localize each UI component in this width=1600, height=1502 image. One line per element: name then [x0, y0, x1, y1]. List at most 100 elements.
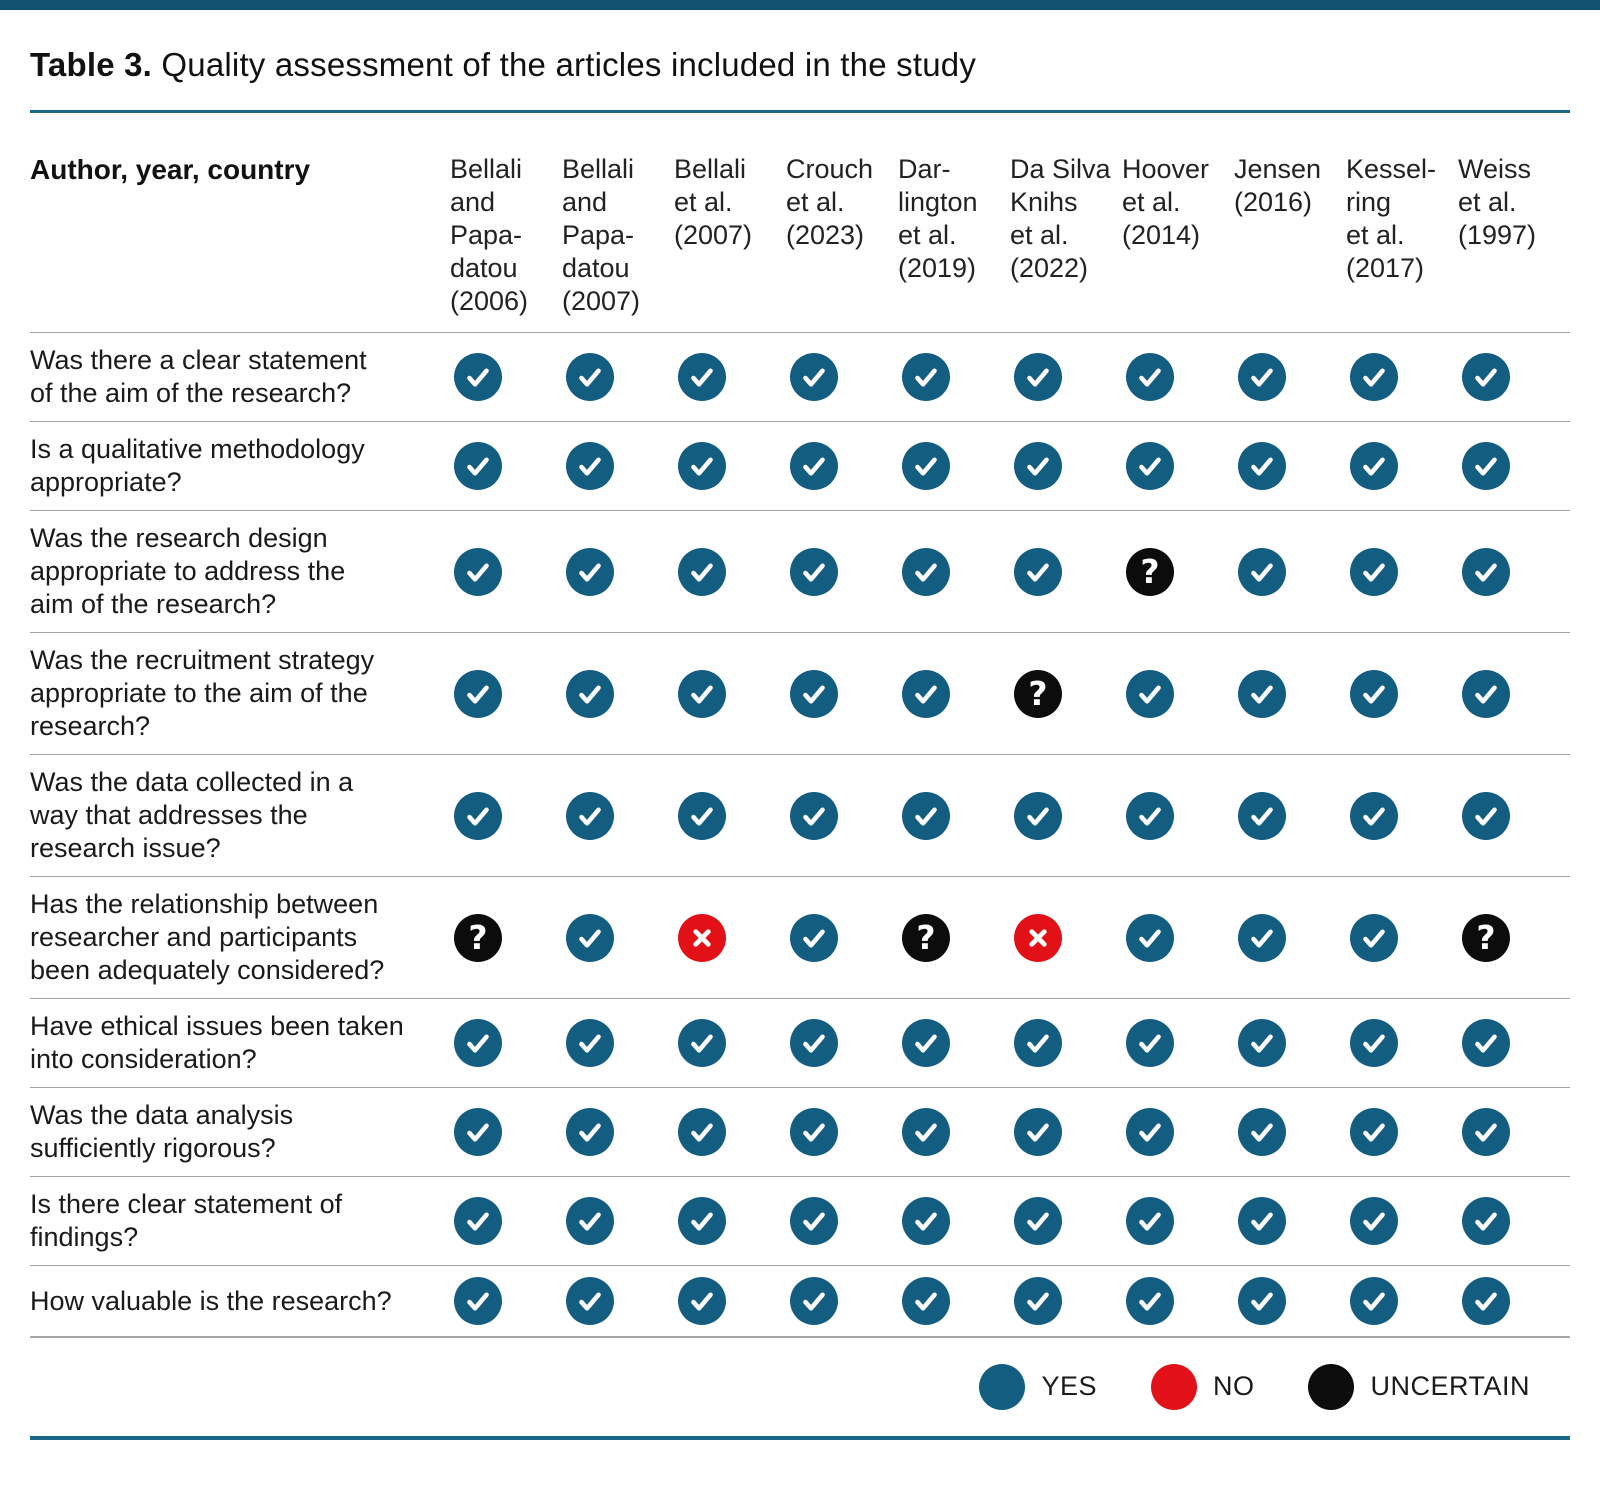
rating-cell	[786, 353, 898, 401]
yes-icon	[1014, 791, 1062, 840]
rating-cell	[1010, 547, 1122, 596]
question-label: How valuable is the research?	[30, 1285, 392, 1316]
rating-cell	[1346, 791, 1458, 840]
rating-cell	[450, 791, 562, 840]
rating-cell	[674, 1019, 786, 1067]
rating-cell	[1346, 547, 1458, 596]
yes-icon	[1238, 913, 1286, 962]
yes-icon	[454, 1019, 502, 1067]
table-title-text: Quality assessment of the articles inclu…	[161, 46, 977, 83]
yes-icon	[1238, 353, 1286, 401]
rating-cell	[1122, 1197, 1234, 1245]
column-header-10: Weiss et al. (1997)	[1458, 154, 1537, 250]
yes-icon	[790, 353, 838, 401]
rating-cell	[1122, 913, 1234, 962]
rating-cell	[786, 913, 898, 962]
rating-cell	[450, 547, 562, 596]
rating-cell	[786, 1019, 898, 1067]
rating-cell	[898, 1197, 1010, 1245]
yes-icon	[678, 1277, 726, 1325]
yes-icon	[678, 1197, 726, 1245]
rating-cell	[674, 547, 786, 596]
yes-icon	[678, 353, 726, 401]
rating-cell	[562, 791, 674, 840]
rating-cell	[450, 1277, 562, 1325]
question-label: Was the data analysis sufficiently rigor…	[30, 1100, 294, 1163]
rating-cell	[898, 353, 1010, 401]
yes-icon	[454, 1108, 502, 1156]
yes-icon	[566, 669, 614, 718]
yes-icon	[1238, 1019, 1286, 1067]
yes-icon	[1126, 1108, 1174, 1156]
rating-cell	[786, 1277, 898, 1325]
yes-icon	[1462, 353, 1510, 401]
yes-icon	[902, 442, 950, 490]
rating-cell	[562, 1277, 674, 1325]
rating-cell	[1234, 353, 1346, 401]
rating-cell	[562, 353, 674, 401]
rating-cell	[1010, 1108, 1122, 1156]
legend-item-no: NO	[1150, 1363, 1255, 1410]
rating-cell	[898, 1108, 1010, 1156]
rating-cell	[898, 791, 1010, 840]
yes-icon	[790, 669, 838, 718]
yes-icon	[1350, 442, 1398, 490]
rating-cell	[1346, 353, 1458, 401]
rating-cell	[674, 1197, 786, 1245]
question-label: Was the data collected in a way that add…	[30, 767, 354, 863]
rating-cell	[1458, 791, 1570, 840]
yes-icon	[790, 547, 838, 596]
column-header-1: Bellali and Papa- datou (2006)	[450, 154, 529, 316]
rating-cell: ?	[1010, 669, 1122, 718]
rating-cell	[450, 353, 562, 401]
column-header-9: Kessel- ring et al. (2017)	[1346, 154, 1437, 283]
rating-cell	[1346, 1019, 1458, 1067]
figure-bottom-rule	[30, 1435, 1570, 1440]
rating-cell	[1010, 1277, 1122, 1325]
rating-cell	[562, 1197, 674, 1245]
rating-cell: ?	[1122, 547, 1234, 596]
yes-icon	[790, 442, 838, 490]
rating-cell	[1346, 1277, 1458, 1325]
rating-cell	[450, 1108, 562, 1156]
rating-cell	[1234, 1019, 1346, 1067]
rating-cell	[1234, 791, 1346, 840]
rating-cell	[1458, 547, 1570, 596]
yes-icon	[1126, 442, 1174, 490]
table-row-10: How valuable is the research?	[30, 1265, 1570, 1336]
rating-cell	[1458, 442, 1570, 490]
rating-cell	[1234, 913, 1346, 962]
legend: YES NO UNCERTAIN	[30, 1338, 1570, 1436]
rating-cell	[1458, 1277, 1570, 1325]
question-label: Is a qualitative methodology appropriate…	[30, 434, 365, 497]
yes-icon	[1462, 669, 1510, 718]
yes-icon	[454, 442, 502, 490]
yes-icon	[454, 669, 502, 718]
rating-cell	[1346, 1197, 1458, 1245]
yes-icon	[678, 669, 726, 718]
table-row-7: Have ethical issues been taken into cons…	[30, 998, 1570, 1087]
rating-cell	[1458, 669, 1570, 718]
yes-icon	[1014, 1277, 1062, 1325]
yes-icon	[1126, 791, 1174, 840]
question-label: Was there a clear statement of the aim o…	[30, 345, 367, 408]
column-header-2: Bellali and Papa- datou (2007)	[562, 154, 641, 316]
rating-cell	[1010, 1019, 1122, 1067]
yes-icon	[1014, 547, 1062, 596]
caption-rule	[30, 110, 1570, 113]
rating-cell	[674, 1277, 786, 1325]
legend-item-uncertain: UNCERTAIN	[1308, 1363, 1530, 1410]
column-header-5: Dar- lington et al. (2019)	[898, 154, 978, 283]
rating-cell	[562, 442, 674, 490]
no-icon	[1014, 913, 1062, 962]
uncertain-icon: ?	[1014, 669, 1062, 718]
yes-icon	[790, 791, 838, 840]
rating-cell	[450, 1197, 562, 1245]
yes-icon	[1350, 353, 1398, 401]
rating-cell	[1010, 1197, 1122, 1245]
question-label: Was the research design appropriate to a…	[30, 523, 346, 619]
yes-icon	[902, 1197, 950, 1245]
table-bottom-separator	[30, 1336, 1570, 1338]
yes-icon	[1462, 547, 1510, 596]
rating-cell	[674, 913, 786, 962]
